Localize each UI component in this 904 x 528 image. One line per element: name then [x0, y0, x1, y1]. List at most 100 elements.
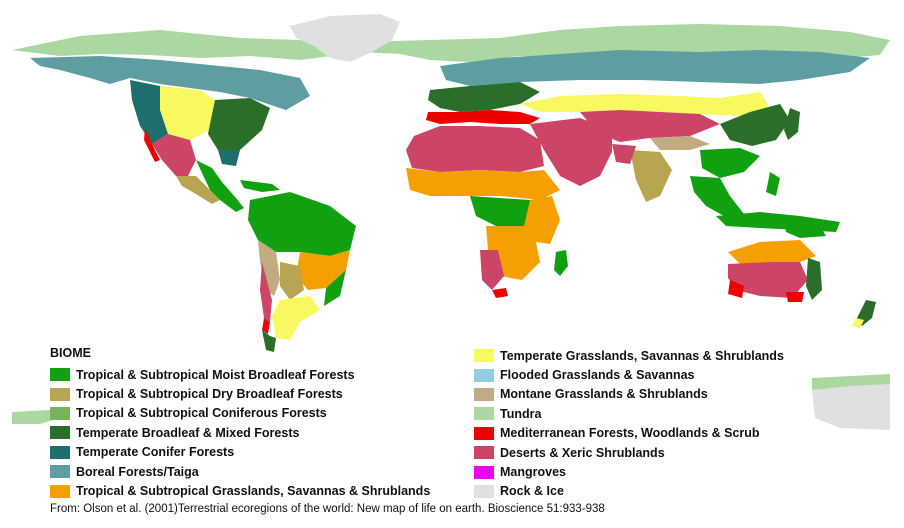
legend-swatch — [474, 368, 494, 382]
legend-label: Mangroves — [500, 465, 566, 480]
new-zealand-grassland — [852, 318, 864, 328]
na-mediterranean — [144, 128, 160, 162]
caribbean — [240, 180, 280, 192]
antarctica-ice-right — [812, 382, 890, 430]
sahara-desert — [406, 126, 544, 172]
east-asia-broadleaf — [720, 104, 790, 146]
madagascar — [554, 250, 568, 276]
sa-cerrado — [296, 250, 350, 290]
legend-label: Tropical & Subtropical Dry Broadleaf For… — [76, 387, 343, 402]
legend-label: Tropical & Subtropical Moist Broadleaf F… — [76, 367, 355, 382]
legend-label: Tropical & Subtropical Grasslands, Savan… — [76, 484, 431, 499]
mediterranean-rim — [426, 110, 540, 124]
central-africa-moist — [470, 196, 538, 226]
oceania — [728, 222, 876, 328]
legend-label: Mediterranean Forests, Woodlands & Scrub — [500, 426, 760, 441]
na-temperate-grassland — [160, 86, 215, 140]
legend-label: Flooded Grasslands & Savannas — [500, 368, 695, 383]
south-china-moist — [700, 148, 760, 178]
na-desert — [152, 134, 196, 176]
legend-item: Tropical & Subtropical Dry Broadleaf For… — [50, 384, 430, 403]
legend-label: Montane Grasslands & Shrublands — [500, 387, 708, 402]
legend-item: Rock & Ice — [474, 482, 784, 501]
legend-swatch — [474, 426, 494, 440]
legend-label: Temperate Broadleaf & Mixed Forests — [76, 425, 300, 440]
legend-item: Tundra — [474, 404, 784, 423]
australia-desert — [728, 262, 808, 298]
australia-east-forest — [806, 258, 822, 300]
legend-item: Tropical & Subtropical Coniferous Forest… — [50, 404, 430, 423]
australia-se-mediterranean — [786, 292, 804, 302]
sa-atacama-desert — [260, 262, 272, 322]
central-asia-steppe — [520, 92, 770, 116]
legend-swatch — [50, 465, 70, 479]
legend-swatch — [50, 387, 70, 401]
cape-mediterranean — [492, 288, 508, 298]
sa-chaco-dry — [280, 262, 304, 300]
legend-swatch — [474, 407, 494, 421]
legend-item: Tropical & Subtropical Moist Broadleaf F… — [50, 365, 430, 384]
india-dry-forest — [630, 150, 672, 202]
legend-item: Temperate Broadleaf & Mixed Forests — [50, 423, 430, 442]
na-conifer-west — [130, 80, 168, 144]
source-credit: From: Olson et al. (2001)Terrestrial eco… — [50, 503, 605, 515]
central-america-moist — [196, 160, 244, 212]
na-boreal — [30, 56, 310, 110]
arabian-desert — [530, 118, 612, 186]
australia-savanna — [728, 240, 816, 264]
na-broadleaf-east — [208, 98, 270, 150]
australia-sw-mediterranean — [728, 280, 744, 298]
sahel-savanna — [406, 168, 560, 200]
legend-label: Deserts & Xeric Shrublands — [500, 445, 665, 460]
legend-item: Flooded Grasslands & Savannas — [474, 365, 784, 384]
legend-label: Temperate Grasslands, Savannas & Shrubla… — [500, 348, 784, 363]
antarctica-tundra-left — [12, 410, 60, 424]
sa-pampas — [272, 296, 320, 340]
legend-swatch — [50, 426, 70, 440]
sa-andes-montane — [258, 240, 280, 296]
legend-swatch — [50, 445, 70, 459]
legend-left-column: Tropical & Subtropical Moist Broadleaf F… — [50, 365, 430, 501]
north-america — [30, 56, 310, 212]
sa-atlantic-forest — [324, 270, 346, 306]
asia-desert — [580, 110, 720, 142]
europe-broadleaf — [428, 82, 540, 112]
legend-title: BIOME — [50, 346, 91, 360]
legend-right-column: Temperate Grasslands, Savannas & Shrubla… — [474, 346, 784, 501]
india-desert — [612, 144, 636, 164]
east-africa-savanna — [524, 196, 560, 244]
kalahari-desert — [480, 250, 504, 290]
japan-broadleaf — [784, 108, 800, 140]
legend-item: Mediterranean Forests, Woodlands & Scrub — [474, 424, 784, 443]
legend-item: Tropical & Subtropical Grasslands, Savan… — [50, 481, 430, 500]
legend-label: Boreal Forests/Taiga — [76, 464, 199, 479]
mexico-dry-forest — [176, 176, 220, 204]
legend-swatch — [50, 368, 70, 382]
legend-label: Tropical & Subtropical Coniferous Forest… — [76, 406, 327, 421]
legend-item: Mangroves — [474, 462, 784, 481]
south-america — [248, 192, 356, 352]
eurasia-boreal — [440, 50, 870, 86]
legend-item: Temperate Grasslands, Savannas & Shrubla… — [474, 346, 784, 365]
na-conifer-southeast — [218, 150, 240, 166]
legend-label: Rock & Ice — [500, 484, 564, 499]
middle-east — [530, 118, 612, 186]
eurasia — [426, 50, 870, 232]
new-guinea — [784, 222, 826, 238]
legend-item: Deserts & Xeric Shrublands — [474, 443, 784, 462]
legend-swatch — [474, 465, 494, 479]
tibet-montane — [650, 136, 710, 150]
greenland-ice — [290, 14, 400, 62]
legend-swatch — [474, 387, 494, 401]
legend-swatch — [474, 446, 494, 460]
legend-swatch — [50, 406, 70, 420]
sa-patagonia-forest — [262, 330, 276, 352]
legend-swatch — [474, 484, 494, 498]
legend-item: Temperate Conifer Forests — [50, 443, 430, 462]
sa-chile-mediterranean — [262, 318, 270, 334]
sa-amazon-moist — [248, 192, 356, 256]
se-asia-moist — [690, 176, 744, 216]
antarctica-tundra-right — [812, 374, 890, 390]
legend-label: Tundra — [500, 406, 542, 421]
